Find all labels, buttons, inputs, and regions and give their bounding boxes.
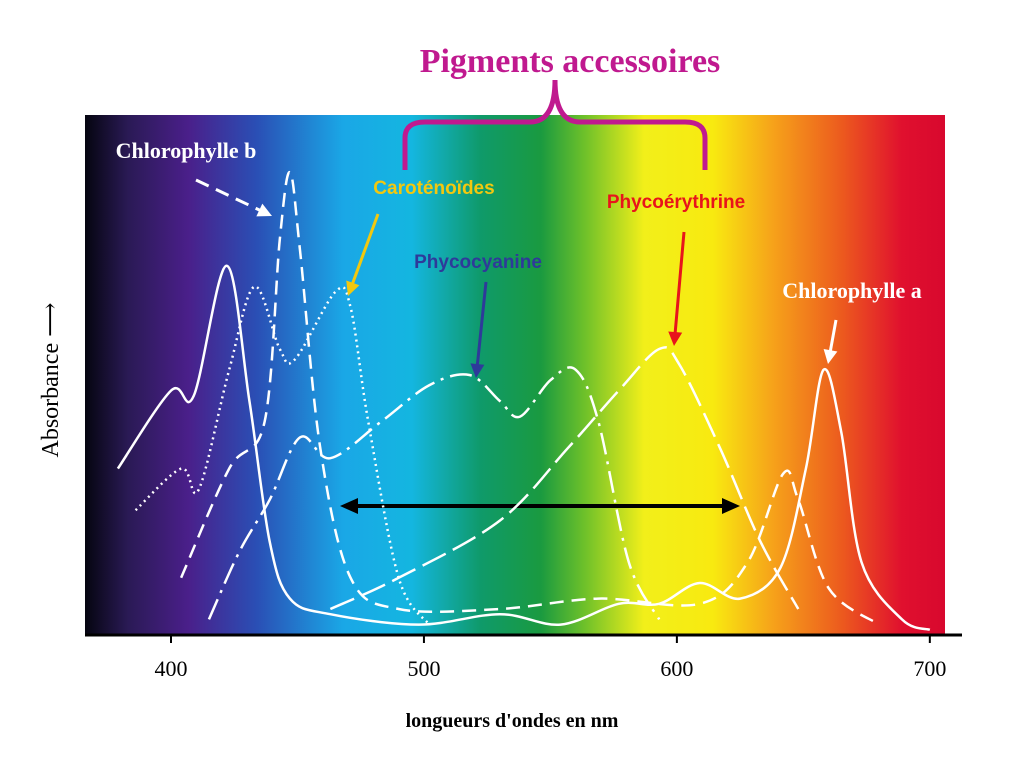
label-pointer-head [256, 203, 272, 217]
series-line [329, 346, 800, 611]
series-line [179, 170, 880, 626]
label-pointer-head [470, 363, 485, 378]
chart-title: Pigments accessoires [420, 43, 721, 80]
y-axis-label: Absorbance ⟶ [38, 302, 64, 457]
series-line [134, 285, 431, 626]
label-pointer-head [668, 331, 683, 346]
x-tick-label: 500 [407, 656, 440, 681]
series-label: Chlorophylle a [782, 278, 922, 303]
range-arrow-head [722, 498, 740, 514]
label-pointer [195, 178, 266, 214]
series-label: Phycoérythrine [607, 192, 745, 213]
label-pointer [827, 319, 838, 357]
brace [402, 79, 708, 170]
series-label: Chlorophylle b [116, 138, 257, 163]
series-label: Caroténoïdes [373, 178, 494, 199]
range-arrow-head [340, 498, 358, 514]
label-pointer-head [346, 280, 360, 296]
spectrum-background [85, 115, 945, 635]
x-tick-label: 600 [660, 656, 693, 681]
label-pointer [475, 281, 488, 371]
x-tick-label: 700 [913, 656, 946, 681]
x-axis-label: longueurs d'ondes en nm [406, 710, 619, 732]
series-label: Phycocyanine [414, 252, 542, 273]
label-pointer [349, 213, 380, 290]
label-pointer-head [823, 348, 838, 364]
series-line [207, 366, 661, 621]
label-pointer [673, 231, 686, 339]
x-tick-label: 400 [155, 656, 188, 681]
series-line [116, 264, 931, 632]
